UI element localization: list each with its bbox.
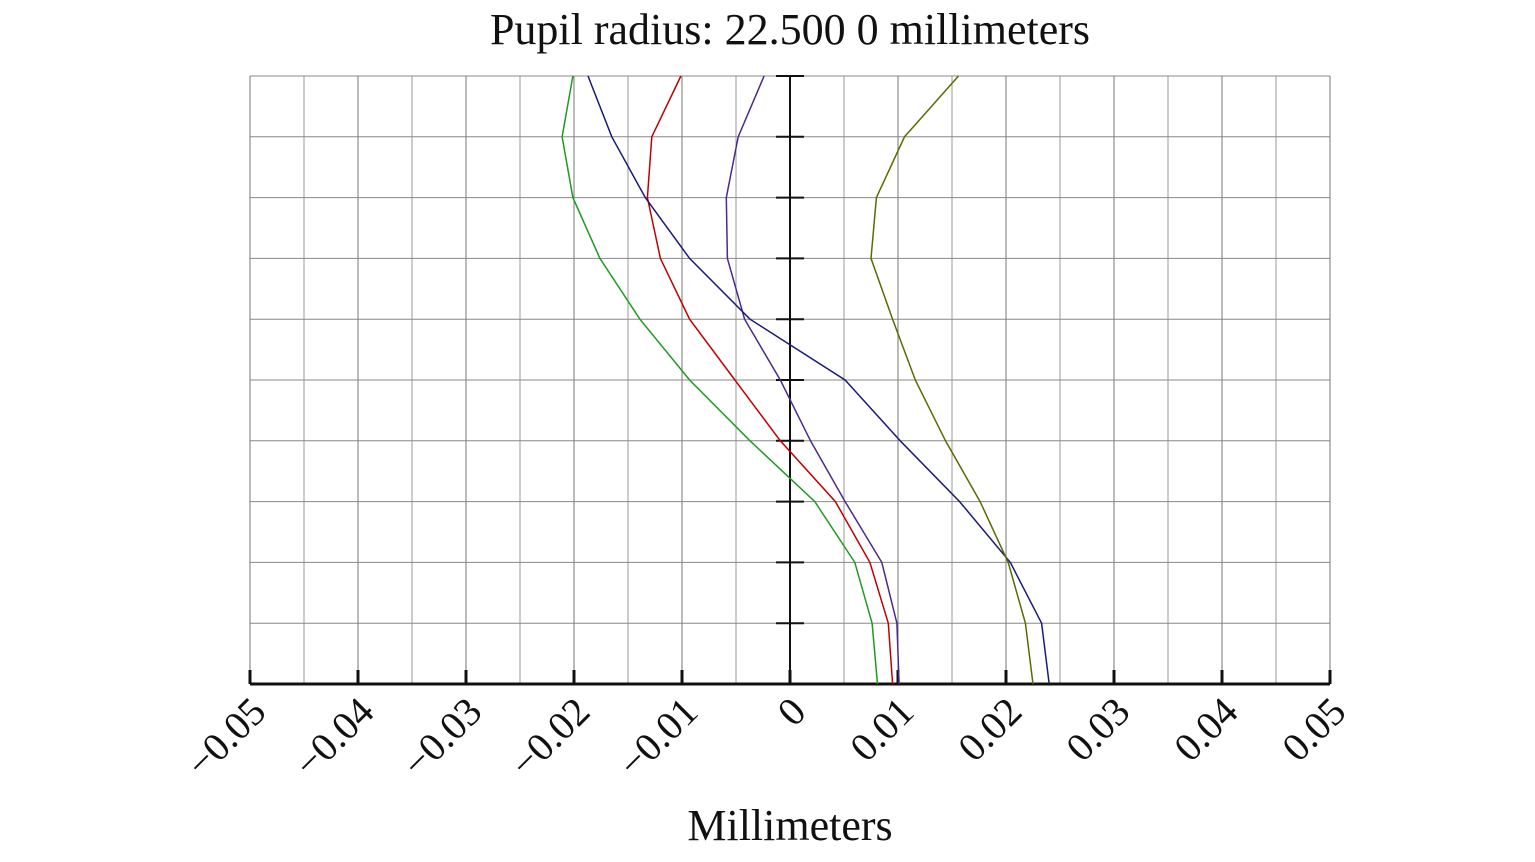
x-tick-label: 0.04 <box>1165 689 1246 770</box>
x-tick-label: −0.05 <box>177 689 274 786</box>
x-tick-label: −0.01 <box>609 689 706 786</box>
x-tick-label: 0 <box>768 689 814 735</box>
x-tick-label: 0.01 <box>841 689 922 770</box>
x-tick-label: −0.04 <box>285 689 382 786</box>
series-line <box>561 75 879 685</box>
series-line <box>646 75 894 685</box>
x-tick-label: 0.05 <box>1273 689 1354 770</box>
chart-title: Pupil radius: 22.500 0 millimeters <box>490 5 1090 54</box>
series-line <box>870 75 1034 685</box>
x-axis-label: Millimeters <box>687 801 892 850</box>
series-line <box>725 75 900 685</box>
x-tick-label: 0.02 <box>949 689 1030 770</box>
series-line <box>587 75 1050 685</box>
x-tick-label: −0.03 <box>393 689 490 786</box>
x-tick-label: −0.02 <box>501 689 598 786</box>
x-tick-label: 0.03 <box>1057 689 1138 770</box>
